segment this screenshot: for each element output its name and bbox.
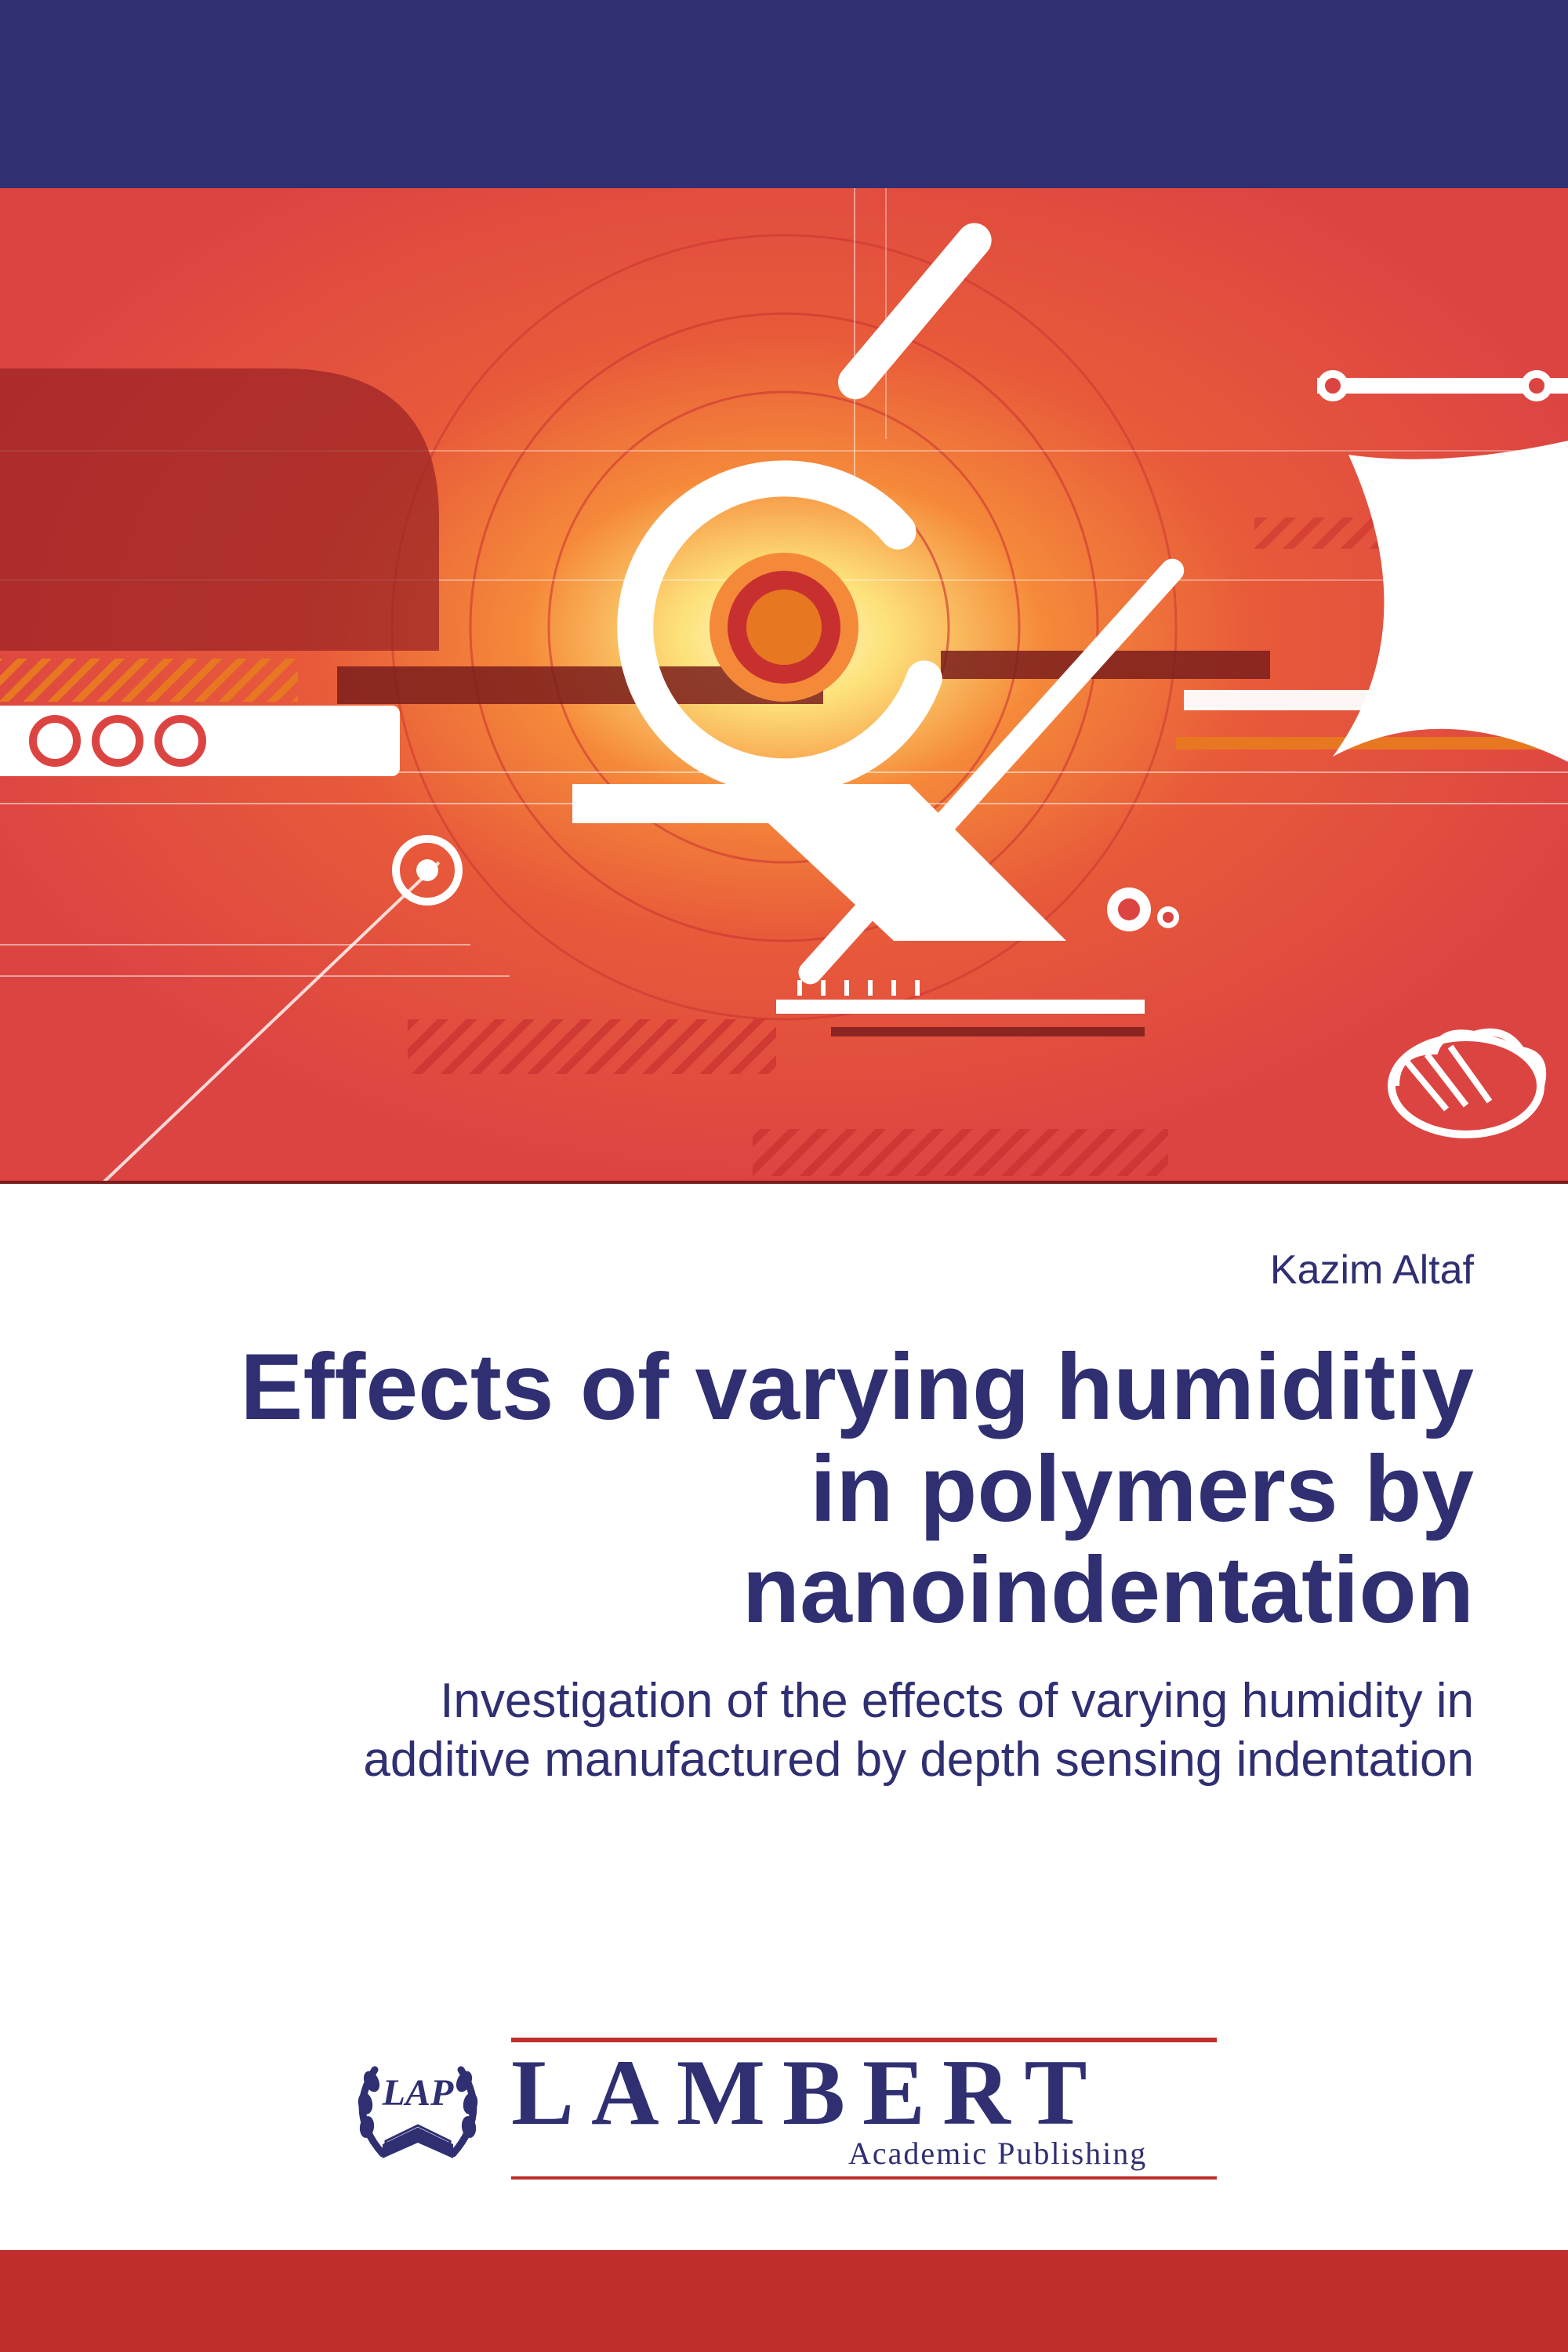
book-subtitle: Investigation of the effects of varying … xyxy=(94,1671,1474,1790)
title-line: nanoindentation xyxy=(742,1537,1474,1642)
book-cover: Kazim Altaf Effects of varying humiditiy… xyxy=(0,0,1568,2352)
title-line: in polymers by xyxy=(810,1436,1474,1541)
publisher-name: LAMBERT xyxy=(511,2042,1217,2140)
publisher-rule xyxy=(511,2176,1217,2180)
subtitle-line: additive manufactured by depth sensing i… xyxy=(363,1733,1474,1787)
hero-graphic xyxy=(0,188,1568,1184)
bottom-bar xyxy=(0,2250,1568,2352)
subtitle-line: Investigation of the effects of varying … xyxy=(440,1674,1474,1728)
publisher-block: LAP LAMBERT Academic Publishing xyxy=(0,2038,1568,2180)
text-content: Kazim Altaf Effects of varying humiditiy… xyxy=(0,1207,1568,1790)
publisher-logo-icon: LAP xyxy=(351,2050,485,2168)
book-title: Effects of varying humiditiy in polymers… xyxy=(94,1337,1474,1642)
title-line: Effects of varying humiditiy xyxy=(240,1334,1474,1439)
author-name: Kazim Altaf xyxy=(94,1247,1474,1294)
publisher-text: LAMBERT Academic Publishing xyxy=(511,2038,1217,2180)
svg-text:LAP: LAP xyxy=(382,2072,454,2114)
top-bar xyxy=(0,0,1568,188)
